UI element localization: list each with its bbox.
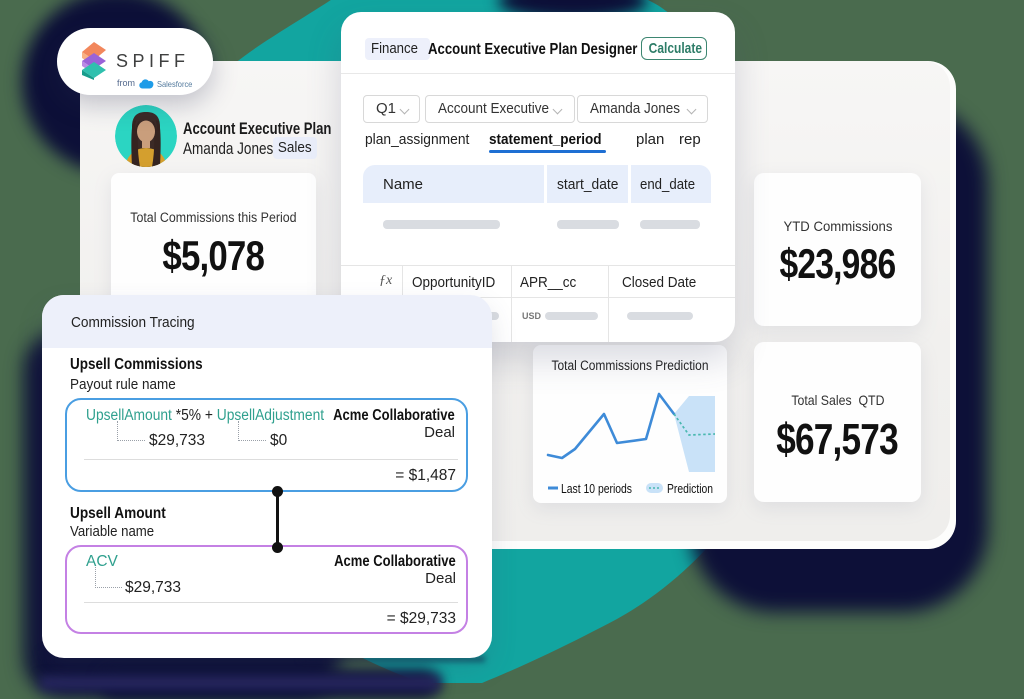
svg-text:Total Commissions Prediction: Total Commissions Prediction xyxy=(552,358,709,373)
svg-text:Prediction: Prediction xyxy=(667,481,713,496)
svg-text:Last 10 periods: Last 10 periods xyxy=(561,481,632,496)
